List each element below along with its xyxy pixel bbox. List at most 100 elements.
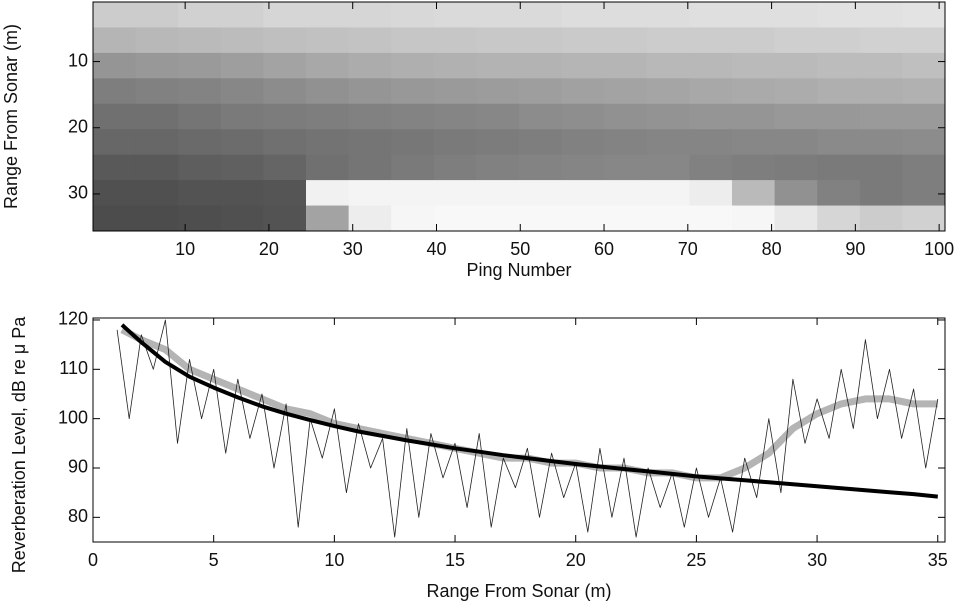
heatmap-cell bbox=[93, 27, 137, 54]
heatmap-cell bbox=[306, 27, 350, 54]
heatmap-cell bbox=[476, 205, 520, 231]
heatmap-cell bbox=[348, 52, 392, 79]
x-tick-label: 30 bbox=[807, 550, 827, 570]
heatmap-cell bbox=[561, 27, 605, 54]
heatmap-cell bbox=[348, 78, 392, 105]
heatmap-cell bbox=[93, 2, 137, 28]
heatmap-cell bbox=[519, 180, 563, 207]
heatmap-cell bbox=[774, 103, 818, 130]
heatmap-cell bbox=[732, 180, 776, 207]
heatmap-cell bbox=[348, 205, 392, 231]
heatmap-cell bbox=[476, 129, 520, 156]
heatmap-cell bbox=[433, 78, 477, 105]
x-tick-label: 70 bbox=[678, 239, 698, 259]
heatmap-cell bbox=[263, 27, 307, 54]
heatmap-cell bbox=[519, 129, 563, 156]
x-tick-label: 0 bbox=[88, 550, 98, 570]
x-tick-label: 5 bbox=[209, 550, 219, 570]
heatmap-cell bbox=[732, 2, 776, 28]
heatmap-cell bbox=[646, 27, 690, 54]
heatmap-cell bbox=[220, 154, 264, 181]
heatmap-cell bbox=[902, 180, 945, 207]
heatmap-cell bbox=[561, 205, 605, 231]
heatmap-cell bbox=[902, 27, 945, 54]
heatmap-cell bbox=[902, 129, 945, 156]
heatmap-cell bbox=[178, 154, 222, 181]
heatmap-cell bbox=[433, 2, 477, 28]
heatmap-cell bbox=[476, 52, 520, 79]
heatmap-cell bbox=[93, 180, 137, 207]
heatmap-cell bbox=[689, 52, 733, 79]
heatmap-cell bbox=[519, 154, 563, 181]
data-line bbox=[116, 319, 939, 538]
heatmap-cell bbox=[859, 52, 903, 79]
heatmap-cell bbox=[902, 2, 945, 28]
heatmap-cell bbox=[135, 52, 179, 79]
heatmap-cell bbox=[391, 78, 435, 105]
heatmap-cell bbox=[348, 180, 392, 207]
heatmap-cell bbox=[817, 78, 861, 105]
heatmap-cell bbox=[646, 180, 690, 207]
heatmap-cell bbox=[178, 52, 222, 79]
y-tick-label: 80 bbox=[68, 506, 88, 526]
heatmap-cell bbox=[519, 2, 563, 28]
heatmap-cell bbox=[604, 205, 648, 231]
x-tick-label: 15 bbox=[445, 550, 465, 570]
heatmap-cell bbox=[433, 27, 477, 54]
heatmap-cell bbox=[689, 2, 733, 28]
heatmap-cell bbox=[306, 154, 350, 181]
heatmap-cell bbox=[263, 154, 307, 181]
heatmap-cell bbox=[561, 78, 605, 105]
heatmap-cell bbox=[902, 52, 945, 79]
heatmap-cell bbox=[178, 129, 222, 156]
heatmap-cell bbox=[263, 129, 307, 156]
heatmap-cell bbox=[93, 52, 137, 79]
heatmap-cell bbox=[689, 180, 733, 207]
heatmap-cell bbox=[817, 154, 861, 181]
heatmap-cell bbox=[519, 205, 563, 231]
heatmap-cell bbox=[476, 2, 520, 28]
heatmap-cell bbox=[348, 2, 392, 28]
heatmap-cell bbox=[348, 103, 392, 130]
heatmap-cell bbox=[519, 78, 563, 105]
heatmap-cell bbox=[561, 154, 605, 181]
heatmap-cell bbox=[306, 78, 350, 105]
heatmap-cell bbox=[263, 52, 307, 79]
heatmap-cell bbox=[732, 129, 776, 156]
x-tick-label: 90 bbox=[845, 239, 865, 259]
heatmap-cell bbox=[604, 129, 648, 156]
x-tick-label: 40 bbox=[426, 239, 446, 259]
heatmap-cell bbox=[519, 52, 563, 79]
heatmap-cell bbox=[178, 103, 222, 130]
x-tick-label: 30 bbox=[343, 239, 363, 259]
heatmap-cell bbox=[732, 52, 776, 79]
heatmap-cell bbox=[902, 78, 945, 105]
heatmap-cell bbox=[774, 27, 818, 54]
heatmap-cell bbox=[732, 78, 776, 105]
heatmap-cell bbox=[774, 180, 818, 207]
heatmap-cell bbox=[433, 103, 477, 130]
heatmap-cell bbox=[306, 129, 350, 156]
heatmap-cell bbox=[902, 205, 945, 231]
heatmap-cell bbox=[859, 27, 903, 54]
heatmap-cell bbox=[561, 52, 605, 79]
heatmap-cell bbox=[817, 180, 861, 207]
heatmap-cell bbox=[604, 103, 648, 130]
heatmap-cell bbox=[220, 52, 264, 79]
heatmap-cell bbox=[646, 129, 690, 156]
heatmap-cell bbox=[732, 27, 776, 54]
heatmap-cell bbox=[348, 154, 392, 181]
heatmap-cell bbox=[774, 154, 818, 181]
x-tick-label: 10 bbox=[175, 239, 195, 259]
heatmap-cell bbox=[433, 154, 477, 181]
heatmap-cell bbox=[817, 2, 861, 28]
heatmap-cell bbox=[646, 154, 690, 181]
heatmap-cell bbox=[263, 180, 307, 207]
heatmap-cell bbox=[93, 103, 137, 130]
y-tick-label: 100 bbox=[58, 407, 88, 427]
heatmap-cell bbox=[859, 154, 903, 181]
y-axis-label: Reverberation Level, dB re μ Pa bbox=[9, 316, 29, 573]
heatmap-cell bbox=[348, 129, 392, 156]
heatmap-cell bbox=[306, 103, 350, 130]
heatmap-cell bbox=[220, 103, 264, 130]
